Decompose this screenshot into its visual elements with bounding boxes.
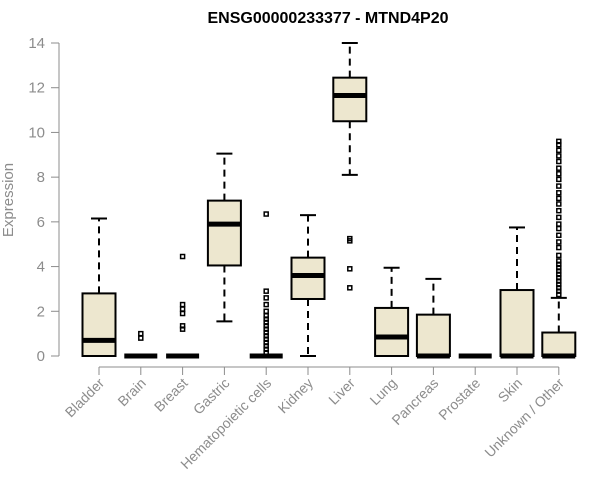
x-tick-label: Brain <box>114 375 148 409</box>
x-tick-label: Kidney <box>275 375 317 417</box>
x-tick-label: Breast <box>151 375 191 415</box>
outlier-point <box>179 323 186 329</box>
outlier-point <box>263 295 269 301</box>
boxes-group <box>81 42 577 359</box>
outlier-point <box>556 147 562 154</box>
outlier-point <box>556 244 562 251</box>
x-tick-label: Bladder <box>62 375 108 421</box>
x-tick-label: Liver <box>325 375 358 408</box>
outlier-point <box>263 308 269 315</box>
outlier-point <box>556 207 562 214</box>
outlier-point <box>556 183 562 189</box>
box-iqr <box>332 76 368 123</box>
outlier-point <box>556 239 562 245</box>
outlier-point <box>556 195 562 202</box>
box-iqr <box>206 199 242 267</box>
outlier-point <box>263 313 269 319</box>
x-tick-label: Prostate <box>435 375 483 423</box>
y-tick-label: 12 <box>28 80 45 97</box>
y-tick-label: 8 <box>37 169 45 186</box>
outlier-point <box>556 201 562 207</box>
y-tick-label: 14 <box>28 35 45 52</box>
outlier-point <box>556 258 562 264</box>
outlier-point <box>556 232 562 239</box>
outlier-point <box>138 330 144 337</box>
outlier-point <box>347 285 353 291</box>
y-tick-label: 6 <box>37 214 45 231</box>
box-iqr <box>81 292 117 357</box>
outlier-point <box>556 225 562 232</box>
outlier-point <box>179 301 186 308</box>
outlier-point <box>179 253 186 260</box>
y-axis-label: Expression <box>0 163 17 237</box>
outlier-point <box>556 214 562 221</box>
box-iqr <box>374 306 410 357</box>
outlier-point <box>556 165 562 171</box>
y-tick-label: 4 <box>37 259 45 276</box>
box-iqr <box>499 289 535 357</box>
y-tick-label: 10 <box>28 124 45 141</box>
outlier-point <box>347 238 353 244</box>
outlier-point <box>179 306 186 312</box>
outlier-point <box>556 171 562 177</box>
box-iqr <box>415 313 451 357</box>
outlier-point <box>556 138 562 145</box>
box-iqr <box>541 331 577 357</box>
box-iqr <box>290 256 326 300</box>
outlier-point <box>556 153 562 159</box>
outlier-point <box>556 221 562 227</box>
outlier-point <box>263 211 269 217</box>
outlier-point <box>263 301 269 308</box>
y-tick-label: 0 <box>37 348 45 365</box>
outlier-point <box>556 158 562 165</box>
outlier-point <box>138 335 144 341</box>
outlier-point <box>347 266 353 272</box>
chart-title: ENSG00000233377 - MTND4P20 <box>207 10 448 27</box>
outlier-point <box>556 190 562 196</box>
x-tick-label: Unknown / Other <box>481 375 567 461</box>
outlier-point <box>556 176 562 183</box>
outlier-point <box>179 310 186 317</box>
outlier-point <box>556 252 562 259</box>
y-tick-label: 2 <box>37 303 45 320</box>
outlier-point <box>263 288 269 294</box>
x-tick-label: Skin <box>495 375 526 406</box>
x-tick-label: Lung <box>366 375 399 408</box>
y-axis: 0 2 4 6 8 10 12 14 <box>28 35 60 365</box>
